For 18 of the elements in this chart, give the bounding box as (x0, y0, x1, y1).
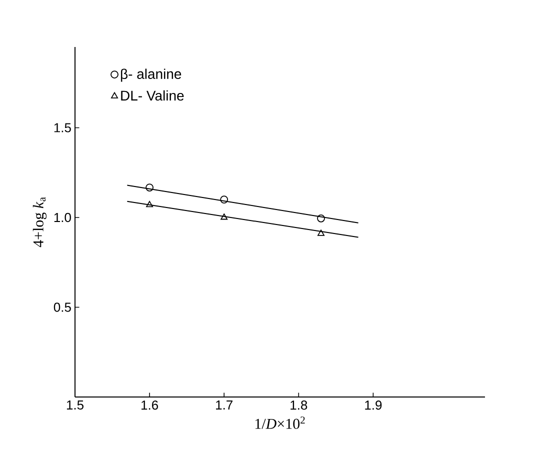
x-tick-label: 1.7 (216, 400, 232, 410)
point (146, 184, 154, 192)
y-axis-title: 4+log k$_{a}$ (32, 197, 47, 248)
x-tick-label: 1.8 (290, 400, 308, 410)
x-tick-label: 1.6 (142, 400, 158, 410)
y-tick-label: 1.0 (54, 212, 71, 222)
x-tick-label: 1.9 (365, 400, 382, 410)
y-tick-label: 0.5 (54, 302, 71, 312)
point (317, 214, 325, 222)
point (318, 230, 324, 236)
y-tick-label: 1.5 (54, 123, 71, 132)
legend-label: β- alanine (120, 68, 182, 82)
point (220, 214, 228, 220)
point (220, 196, 228, 204)
x-tick-label: 1.5 (66, 400, 84, 410)
x-axis-title: 1/D×10$^{2}$ (255, 416, 305, 429)
legend-label: DL- Valine (121, 90, 184, 101)
point (146, 200, 154, 208)
